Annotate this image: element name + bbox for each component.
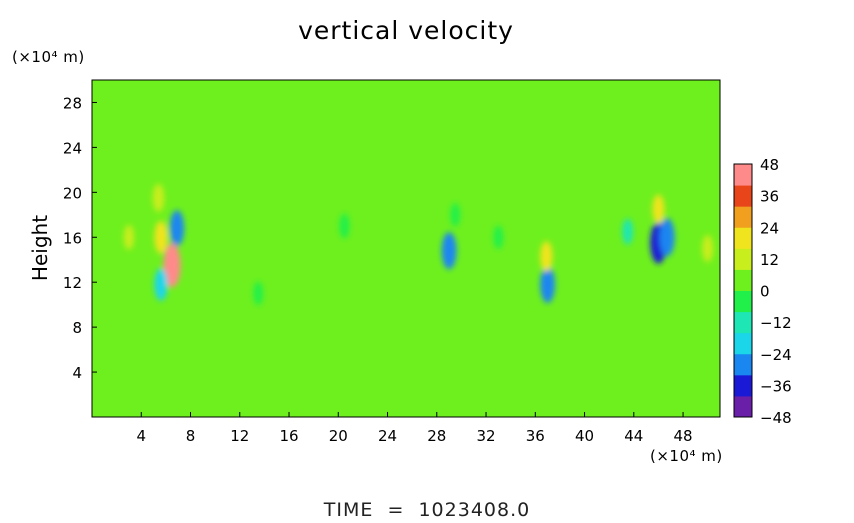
x-tick-label: 36 [526, 427, 545, 445]
colorbar-tick-label: 48 [760, 156, 779, 174]
y-tick-label: 12 [63, 274, 82, 292]
x-tick-label: 12 [230, 427, 249, 445]
colorbar-tick-label: 12 [760, 251, 779, 269]
y-tick-labels: 4 8 12 16 20 24 28 [63, 94, 97, 382]
colorbar-frame [733, 163, 753, 418]
heatmap-feature [441, 232, 457, 270]
colorbar-swatch [734, 227, 752, 249]
heatmap-feature [169, 210, 185, 247]
colorbar-swatch [734, 332, 752, 355]
x-tick-label: 16 [279, 427, 298, 445]
colorbar: 48 36 24 12 0 −12 −24 −36 −48 [733, 156, 792, 427]
heatmap-feature [253, 281, 264, 306]
colorbar-swatch [734, 374, 752, 397]
plot-frame [91, 79, 721, 418]
colorbar-tick-label: −24 [760, 346, 792, 364]
colorbar-tick-label: 36 [760, 188, 779, 206]
heatmap-feature [339, 213, 350, 239]
colorbar-swatch [734, 269, 752, 291]
colorbar-tick-label: −36 [760, 377, 792, 395]
x-tick-labels: 4 8 12 16 20 24 28 32 36 40 44 48 [136, 412, 693, 445]
colorbar-swatch [734, 290, 752, 313]
heatmap-feature [163, 243, 181, 288]
heatmap-feature [659, 218, 675, 257]
colorbar-swatch [734, 164, 752, 186]
y-unit-label: (×10⁴ m) [12, 48, 85, 66]
y-tick-label: 20 [63, 184, 82, 202]
x-tick-label: 40 [575, 427, 594, 445]
x-tick-label: 32 [476, 427, 495, 445]
y-tick-label: 28 [63, 94, 82, 112]
colorbar-swatch [734, 311, 752, 334]
heatmap-plot-area [91, 79, 721, 418]
heatmap-feature [622, 218, 633, 245]
heatmap-feature [702, 235, 714, 262]
y-axis-label: Height [28, 215, 52, 281]
time-label: TIME = 1023408.0 [323, 499, 530, 519]
x-tick-label: 48 [674, 427, 693, 445]
heatmap-feature [450, 203, 461, 227]
colorbar-tick-label: 0 [760, 283, 770, 301]
heatmap-feature [540, 241, 553, 272]
y-tick-label: 24 [63, 139, 82, 157]
x-tick-label: 4 [136, 427, 146, 445]
heatmap-feature [154, 268, 168, 301]
heatmap-feature [493, 225, 504, 250]
y-tick-label: 16 [63, 229, 82, 247]
colorbar-swatch [734, 395, 752, 418]
x-tick-label: 28 [427, 427, 446, 445]
x-tick-label: 20 [329, 427, 348, 445]
colorbar-swatch [734, 248, 752, 270]
colorbar-tick-label: −48 [760, 409, 792, 427]
heatmap-feature [652, 194, 665, 224]
x-unit-label: (×10⁴ m) [650, 447, 723, 465]
x-tick-label: 8 [186, 427, 196, 445]
chart-title: vertical velocity [298, 16, 514, 45]
y-tick-label: 4 [72, 364, 82, 382]
colorbar-swatch [734, 206, 752, 228]
x-tick-label: 24 [378, 427, 397, 445]
heatmap-feature [123, 224, 135, 250]
heatmap-feature [154, 220, 168, 254]
x-tick-label: 44 [624, 427, 643, 445]
heatmap-feature [152, 183, 165, 212]
colorbar-swatch [734, 353, 752, 376]
colorbar-swatch [734, 185, 752, 207]
heatmap-background [92, 80, 720, 417]
colorbar-tick-label: 24 [760, 219, 779, 237]
y-tick-label: 8 [72, 319, 82, 337]
colorbar-tick-label: −12 [760, 314, 792, 332]
heatmap-feature [540, 265, 555, 303]
